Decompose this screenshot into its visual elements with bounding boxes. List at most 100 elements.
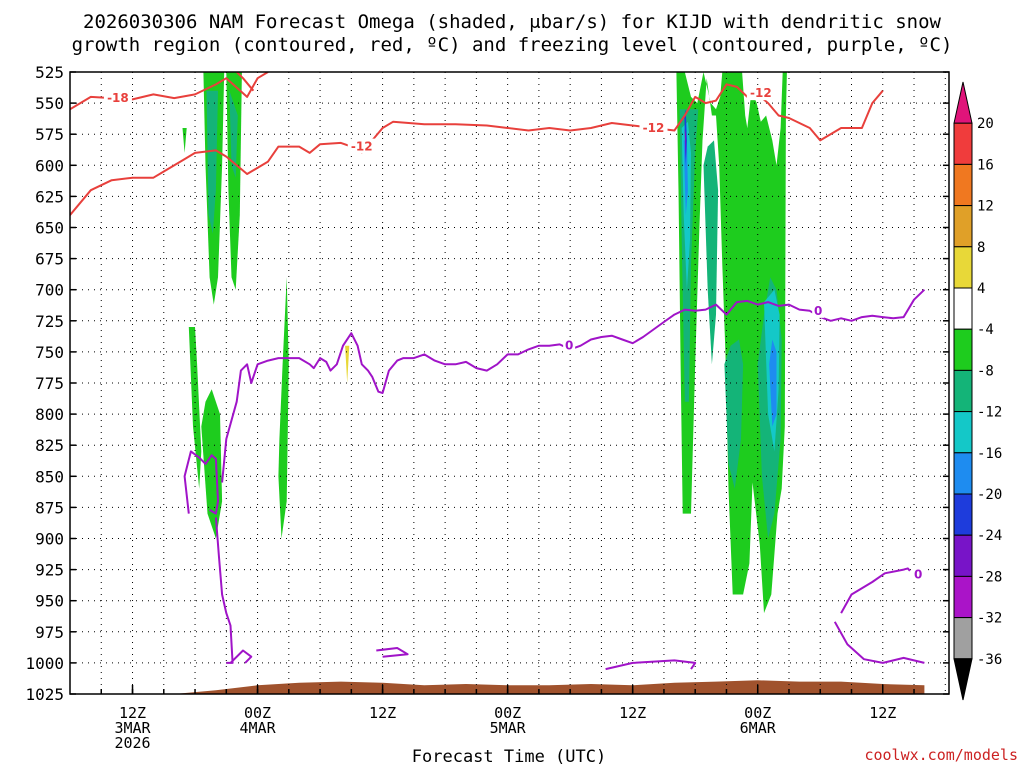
y-tick-label: 525: [35, 63, 64, 82]
colorbar-swatch: [953, 617, 973, 660]
omega-region: [188, 327, 202, 489]
colorbar-label: 4: [977, 281, 985, 297]
y-tick-label: 550: [35, 94, 64, 113]
x-tick-label: 12Z: [869, 704, 896, 722]
y-tick-label: 775: [35, 374, 64, 393]
colorbar-swatch: [953, 205, 973, 248]
freezing-contour: [229, 649, 253, 664]
colorbar-swatch: [953, 369, 973, 413]
plot-frame: [69, 71, 950, 695]
y-tick-label: 625: [35, 187, 64, 206]
freezing-contour: [840, 567, 911, 614]
colorbar-label: -24: [977, 528, 1002, 544]
y-tick-label: 575: [35, 125, 64, 144]
freezing-contour: [183, 450, 219, 515]
grid-lines: [70, 72, 949, 694]
y-tick-label: 925: [35, 561, 64, 580]
colorbar-label: -12: [977, 405, 1002, 421]
dendritic-contour: [70, 83, 884, 216]
freezing-contour: [376, 647, 409, 658]
omega-region: [345, 345, 350, 383]
freezing-contours: [183, 288, 926, 671]
y-tick-label: 850: [35, 467, 64, 486]
x-axis-title: Forecast Time (UTC): [412, 747, 606, 767]
contour-label-bg: [746, 85, 775, 101]
x-tick-label: 12Z: [119, 704, 146, 722]
colorbar-label: -20: [977, 487, 1002, 503]
omega-region: [676, 72, 787, 614]
x-tick-label: 2026: [114, 734, 150, 752]
colorbar-swatch: [953, 122, 973, 165]
x-tick-label: 12Z: [619, 704, 646, 722]
contour-label: -18: [107, 91, 129, 105]
freezing-contour: [214, 517, 234, 664]
colorbar-label: -4: [977, 322, 994, 338]
dendritic-contour: [235, 72, 255, 92]
x-tick-label: 4MAR: [239, 719, 276, 737]
colorbar-swatch: [953, 328, 973, 371]
contour-label: -12: [643, 121, 665, 135]
omega-region: [229, 90, 238, 178]
site-credit: coolwx.com/models: [864, 746, 1018, 764]
x-tick-label: 00Z: [744, 704, 771, 722]
contour-label: -12: [750, 86, 772, 100]
colorbar-label: -32: [977, 611, 1002, 627]
colorbar-swatch: [953, 452, 973, 495]
colorbar-swatch: [953, 411, 973, 454]
x-tick-label: 5MAR: [490, 719, 527, 737]
y-tick-label: 1000: [25, 654, 64, 673]
contour-label-bg: [563, 337, 576, 353]
omega-shading: [182, 72, 787, 614]
omega-region: [206, 90, 218, 234]
contour-label: 0: [814, 304, 822, 318]
x-tick-label: 12Z: [369, 704, 396, 722]
y-tick-label: 750: [35, 343, 64, 362]
contour-label-bg: [347, 138, 376, 154]
y-tick-label: 825: [35, 436, 64, 455]
colorbar-arrow-top: [953, 81, 973, 124]
omega-region: [683, 140, 688, 216]
y-tick-label: 1025: [25, 685, 64, 704]
colorbar-label: -16: [977, 446, 1002, 462]
colorbar-label: 12: [977, 199, 994, 215]
colorbar-label: 8: [977, 240, 985, 256]
freezing-contour: [221, 288, 926, 483]
freezing-contour: [605, 659, 697, 671]
colorbar-label: 20: [977, 116, 994, 132]
x-tick-label: 3MAR: [114, 719, 151, 737]
colorbar-swatch: [953, 534, 973, 577]
omega-region: [724, 339, 744, 489]
colorbar-swatch: [953, 493, 973, 536]
y-tick-label: 950: [35, 592, 64, 611]
colorbar-label: -28: [977, 569, 1002, 585]
chart-title-line-1: 2026030306 NAM Forecast Omega (shaded, μ…: [83, 11, 941, 33]
colorbar-swatch: [953, 246, 973, 289]
y-axis: 525 550 575 600 625 650 675 700 725 750 775 800 825 8…: [25, 63, 949, 704]
omega-region: [684, 128, 686, 160]
colorbar-swatch: [953, 163, 973, 207]
omega-region: [703, 140, 719, 365]
omega-region: [182, 128, 187, 153]
colorbar-label: -8: [977, 363, 994, 379]
y-tick-label: 600: [35, 156, 64, 175]
colorbar-label: 16: [977, 157, 994, 173]
contour-labels: -18 -12 -12 -12 0 0 0: [103, 85, 925, 582]
contour-label-bg: [103, 90, 132, 106]
y-tick-label: 875: [35, 498, 64, 517]
contour-label-bg: [812, 302, 825, 318]
colorbar: 20 16 12 8 4 -4 -8 -12 -16 -20 -24 -28 -32 -36: [953, 81, 1002, 701]
y-tick-label: 700: [35, 281, 64, 300]
colorbar-swatch: [953, 287, 973, 330]
omega-region: [201, 389, 223, 539]
contour-label-bg: [912, 566, 925, 582]
x-tick-label: 00Z: [494, 704, 521, 722]
chart-title-line-2: growth region (contoured, red, ºC) and f…: [72, 34, 953, 56]
omega-region: [226, 72, 242, 290]
x-tick-label: 00Z: [244, 704, 271, 722]
contour-label: -12: [351, 140, 373, 154]
y-tick-label: 975: [35, 623, 64, 642]
y-tick-label: 675: [35, 250, 64, 269]
x-tick-label: 6MAR: [740, 719, 777, 737]
